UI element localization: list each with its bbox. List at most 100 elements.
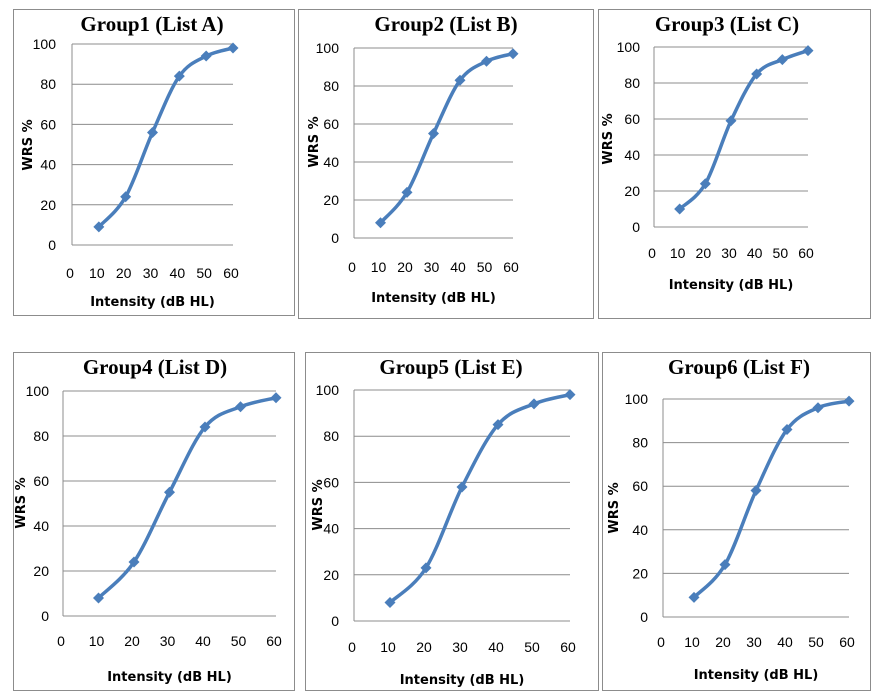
x-tick-label: 40	[170, 265, 186, 281]
y-tick-label: 80	[624, 75, 640, 91]
x-axis-title: Intensity (dB HL)	[107, 670, 232, 685]
y-tick-label: 20	[632, 565, 648, 581]
x-tick-label: 0	[348, 259, 356, 275]
data-point	[147, 126, 158, 138]
y-tick-label: 0	[331, 230, 339, 246]
x-tick-label: 60	[839, 634, 855, 650]
data-point	[93, 221, 105, 233]
x-tick-label: 10	[380, 639, 396, 655]
y-tick-label: 40	[323, 521, 339, 537]
y-tick-label: 0	[640, 609, 648, 625]
y-tick-label: 20	[323, 192, 339, 208]
x-tick-label: 50	[808, 634, 824, 650]
data-point	[120, 191, 132, 203]
x-axis-title: Intensity (dB HL)	[694, 668, 819, 683]
x-tick-label: 40	[747, 245, 763, 261]
data-point	[384, 597, 396, 609]
x-tick-label: 10	[684, 634, 700, 650]
x-tick-label: 50	[477, 259, 493, 275]
y-axis-title: WRS %	[607, 482, 622, 533]
panel-title: Group2 (List B)	[374, 12, 517, 36]
y-tick-label: 60	[323, 116, 339, 132]
x-tick-label: 20	[124, 633, 140, 649]
x-tick-label: 30	[721, 245, 737, 261]
data-point	[401, 186, 413, 198]
x-axis-title: Intensity (dB HL)	[400, 673, 525, 688]
y-tick-label: 0	[48, 237, 56, 253]
x-tick-label: 10	[89, 633, 105, 649]
data-point	[528, 398, 540, 410]
data-point	[454, 74, 466, 86]
y-tick-label: 20	[33, 563, 49, 579]
y-tick-label: 60	[624, 111, 640, 127]
x-tick-label: 20	[116, 265, 132, 281]
y-axis-title: WRS %	[14, 477, 29, 528]
x-tick-label: 40	[777, 634, 793, 650]
y-tick-label: 40	[33, 518, 49, 534]
x-tick-label: 20	[397, 259, 413, 275]
y-tick-label: 80	[632, 435, 648, 451]
y-tick-label: 40	[624, 147, 640, 163]
data-point	[481, 55, 492, 67]
x-tick-label: 30	[424, 259, 440, 275]
panel-1: 0 20 40 60 80 100 0 10 20 30 40 50 60 Group1 (List A)…	[13, 9, 295, 316]
data-point	[199, 421, 211, 433]
y-tick-label: 100	[316, 40, 340, 56]
data-point	[420, 562, 432, 574]
panel-4: 0 20 40 60 80 100 0 10 20 30 40 50 60 Group4 (List D)…	[13, 352, 295, 691]
x-tick-label: 0	[348, 639, 356, 655]
panel-3: 0 20 40 60 80 100 0 10 20 30 40 50 60 Group3 (List C)…	[598, 9, 871, 319]
x-axis-title: Intensity (dB HL)	[371, 291, 496, 306]
y-tick-label: 0	[331, 613, 339, 629]
panel-title: Group3 (List C)	[655, 12, 799, 36]
panel-5: 0 20 40 60 80 100 0 10 20 30 40 50 60 Group5 (List E)…	[305, 352, 599, 691]
data-point	[725, 115, 737, 127]
x-tick-label: 30	[746, 634, 762, 650]
panel-frame	[598, 9, 871, 319]
panel-6: 0 20 40 60 80 100 0 10 20 30 40 50 60 Group6 (List F)…	[602, 352, 871, 691]
data-point	[802, 45, 814, 57]
y-axis-title: WRS %	[311, 479, 326, 530]
data-point	[93, 592, 104, 604]
x-tick-label: 30	[143, 265, 159, 281]
x-axis-title: Intensity (dB HL)	[90, 295, 215, 310]
data-point	[751, 68, 763, 80]
data-point	[456, 481, 468, 493]
y-tick-label: 80	[33, 428, 49, 444]
y-tick-label: 60	[33, 473, 49, 489]
x-tick-label: 50	[524, 639, 540, 655]
data-point	[227, 42, 239, 54]
data-point	[674, 203, 686, 215]
x-tick-label: 40	[488, 639, 504, 655]
data-point	[375, 217, 386, 229]
x-tick-label: 40	[450, 259, 466, 275]
y-tick-label: 80	[40, 76, 56, 92]
data-point	[781, 424, 793, 436]
panel-title: Group6 (List F)	[668, 355, 810, 379]
x-tick-label: 20	[696, 245, 712, 261]
data-point	[688, 591, 700, 603]
data-point	[128, 556, 140, 568]
x-tick-label: 0	[66, 265, 74, 281]
panel-2: 0 20 40 60 80 100 0 10 20 30 40 50 60 Group2 (List B)…	[298, 9, 594, 319]
x-tick-label: 60	[223, 265, 239, 281]
panel-title: Group4 (List D)	[83, 355, 227, 379]
data-point	[750, 485, 762, 497]
panel-frame	[13, 9, 295, 316]
panel-frame	[298, 9, 594, 319]
x-tick-label: 10	[89, 265, 105, 281]
x-tick-label: 0	[57, 633, 65, 649]
y-tick-label: 80	[323, 78, 339, 94]
data-point	[428, 128, 439, 139]
x-tick-label: 50	[231, 633, 247, 649]
x-tick-label: 20	[715, 634, 731, 650]
y-tick-label: 20	[40, 197, 56, 213]
x-tick-label: 40	[195, 633, 211, 649]
y-tick-label: 100	[33, 36, 57, 52]
x-tick-label: 60	[266, 633, 282, 649]
y-axis-title: WRS %	[307, 116, 322, 167]
y-tick-label: 60	[323, 474, 339, 490]
x-tick-label: 0	[648, 245, 656, 261]
x-tick-label: 60	[798, 245, 814, 261]
y-tick-label: 100	[26, 383, 50, 399]
